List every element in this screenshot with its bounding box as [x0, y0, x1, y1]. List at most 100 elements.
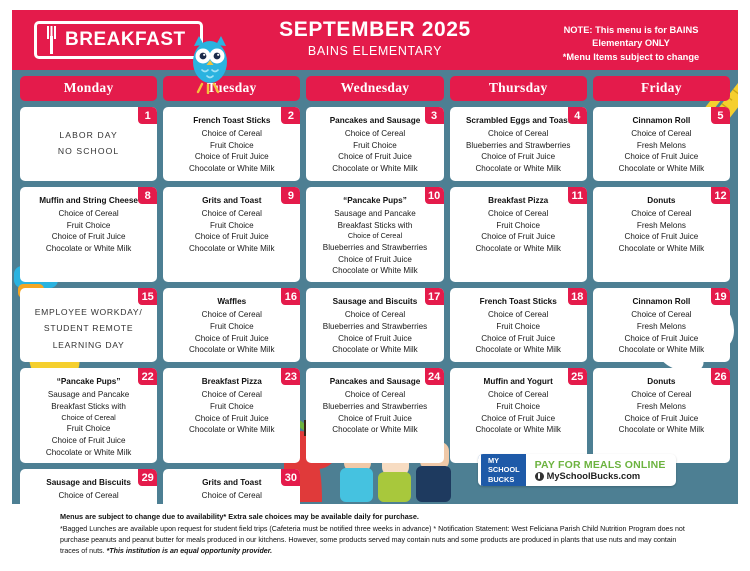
calendar-day-cell[interactable]: 10 “Pancake Pups” Sausage and Pancake Break… — [306, 187, 444, 283]
menu-side-item: Fresh Melons — [636, 140, 686, 150]
day-number: 12 — [710, 187, 730, 204]
day-number: 8 — [138, 187, 158, 204]
fork-icon — [45, 26, 58, 54]
calendar-day-cell[interactable]: 29 Sausage and Biscuits Choice of CerealFr… — [20, 469, 158, 504]
menu-side-item: Choice of Cereal — [631, 128, 692, 138]
day-number: 3 — [424, 107, 444, 124]
menu-entree: Waffles — [217, 297, 247, 307]
day-number: 4 — [567, 107, 587, 124]
day-number: 19 — [710, 288, 730, 306]
menu-entree: Sausage and Biscuits — [46, 478, 131, 488]
note-line-2: Elementary ONLY — [592, 38, 670, 49]
menu-entree: Donuts — [647, 196, 676, 205]
menu-side-item: Choice of Cereal — [344, 128, 406, 138]
menu-side-item: Chocolate or White Milk — [475, 345, 561, 355]
menu-entree: Muffin and String Cheese — [39, 196, 138, 205]
menu-side-item: Choice of Fruit Juice — [481, 152, 556, 162]
header-note: NOTE: This menu is for BAINS Elementary … — [538, 24, 724, 64]
menu-side-item: Chocolate or White Milk — [189, 425, 275, 435]
promo-url-row[interactable]: MySchoolBucks.com — [534, 471, 666, 481]
calendar-day-cell[interactable]: 25 Muffin and Yogurt Choice of Cereal Fruit… — [449, 368, 587, 464]
menu-side-item: Fruit Choice — [209, 401, 254, 411]
breakfast-logo: BREAKFAST — [34, 21, 203, 59]
myschoolbucks-banner[interactable]: MY SCHOOL BUCKS PAY FOR MEALS ONLINE MyS… — [478, 454, 676, 486]
msb-mark-icon — [534, 471, 544, 481]
calendar-day-cell[interactable]: 16 Waffles Choice of Cereal Fruit Choice Cho… — [163, 288, 301, 363]
calendar-day-cell[interactable]: 17 Sausage and Biscuits Choice of Cereal Bl… — [306, 288, 444, 363]
calendar-day-cell[interactable]: 9 Grits and Toast Choice of Cereal Fruit Ch… — [163, 187, 301, 283]
menu-side-item: Choice of Cereal — [58, 208, 119, 218]
menu-side-item: Choice of Cereal — [631, 310, 692, 320]
calendar-day-cell[interactable]: 15 EMPLOYEE WORKDAY/STUDENT REMOTE LEARNIN… — [20, 288, 158, 363]
myschoolbucks-logo: MY SCHOOL BUCKS — [478, 454, 526, 486]
menu-side-item: Fruit Choice — [25, 502, 152, 504]
calendar-day-cell[interactable]: 19 Cinnamon Roll Choice of Cereal Fresh Mel… — [592, 288, 730, 363]
day-number: 29 — [138, 469, 158, 487]
menu-side-item: Choice of Fruit Juice — [338, 152, 412, 162]
day-number: 17 — [424, 288, 444, 306]
menu-entree: Cinnamon Roll — [632, 116, 691, 125]
day-header-monday: Monday — [20, 76, 158, 101]
menu-side-item: Fruit Choice — [209, 140, 254, 150]
menu-entree: Donuts — [647, 377, 676, 387]
calendar-day-cell[interactable]: 23 Breakfast Pizza Choice of Cereal Fruit C… — [163, 368, 301, 464]
day-number: 5 — [710, 107, 730, 124]
calendar-day-cell[interactable]: 24 Pancakes and Sausage Choice of Cereal Bl… — [306, 368, 444, 464]
calendar-day-cell[interactable]: 2 French Toast Sticks Choice of Cereal Frui… — [163, 107, 301, 181]
note-line-3: *Menu Items subject to change — [562, 51, 700, 62]
calendar-day-cell[interactable]: 11 Breakfast Pizza Choice of Cereal Fruit C… — [449, 187, 587, 283]
menu-side-item: Chocolate or White Milk — [45, 447, 132, 457]
menu-side-item: Choice of Cereal — [344, 310, 406, 320]
menu-side-item: Choice of Fruit Juice — [338, 413, 412, 423]
menu-side-item: Chocolate or White Milk — [618, 345, 705, 355]
menu-side-item: Blueberries and Strawberries — [466, 140, 571, 150]
calendar-day-cell[interactable]: 4 Scrambled Eggs and Toast Choice of Cerea… — [449, 107, 587, 181]
menu-side-item: Choice of Cereal — [201, 128, 262, 138]
menu-side-item: Choice of Fruit Juice — [338, 333, 412, 343]
menu-side-item: Choice of Cereal — [201, 491, 262, 501]
menu-side-item: Choice of Fruit Juice — [481, 413, 556, 423]
no-school-line: LEARNING DAY — [52, 339, 125, 350]
day-number: 23 — [281, 368, 301, 386]
menu-side-item: Fresh Melons — [636, 220, 686, 230]
menu-side-item: Fruit Choice — [168, 502, 295, 504]
menu-entree: “Pancake Pups” — [56, 377, 121, 387]
menu-side-item: Chocolate or White Milk — [189, 164, 275, 174]
calendar-day-cell[interactable]: 26 Donuts Choice of Cereal Fresh Melons Choi… — [592, 368, 730, 464]
day-number: 15 — [138, 288, 158, 306]
promo-url: MySchoolBucks.com — [546, 471, 641, 481]
menu-side-item: Choice of Fruit Juice — [194, 152, 269, 162]
menu-side-item: Choice of Cereal — [631, 208, 692, 218]
day-number: 30 — [281, 469, 301, 487]
msb-logo-line-3: BUCKS — [488, 474, 515, 484]
day-number: 26 — [710, 368, 730, 386]
calendar-day-cell[interactable]: 1 LABOR DAY NO SCHOOL — [20, 107, 158, 181]
menu-side-item: Fruit Choice — [496, 321, 541, 331]
calendar-day-cell[interactable]: 5 Cinnamon Roll Choice of Cereal Fresh Melo… — [592, 107, 730, 181]
day-header-tuesday: Tuesday — [163, 76, 301, 101]
day-number: 22 — [138, 368, 158, 386]
day-number: 18 — [567, 288, 587, 306]
day-number: 2 — [281, 107, 301, 124]
menu-side-item: Chocolate or White Milk — [475, 164, 561, 174]
day-header-thursday: Thursday — [449, 76, 587, 101]
menu-side-item: Choice of Cereal — [201, 310, 262, 320]
day-number: 11 — [567, 187, 587, 204]
menu-side-item: Blueberries and Strawberries — [322, 401, 428, 411]
menu-side-item: Chocolate or White Milk — [332, 164, 418, 174]
menu-side-item: Chocolate or White Milk — [475, 425, 561, 435]
calendar-day-cell[interactable]: 22 “Pancake Pups” Sausage and Pancake Break… — [20, 368, 158, 464]
calendar-day-cell[interactable]: 8 Muffin and String Cheese Choice of Cerea… — [20, 187, 158, 283]
menu-entree: Muffin and Yogurt — [483, 377, 553, 387]
menu-side-item: Chocolate or White Milk — [189, 345, 275, 355]
calendar-day-cell[interactable]: 12 Donuts Choice of Cereal Fresh Melons Choi… — [592, 187, 730, 283]
calendar-day-cell[interactable]: 18 French Toast Sticks Choice of Cereal Fru… — [449, 288, 587, 363]
menu-side-item: Choice of Fruit Juice — [51, 435, 126, 445]
menu-side-item: Fruit Choice — [209, 321, 254, 331]
menu-side-item: Fruit Choice — [209, 220, 254, 230]
menu-subline-small: Choice of Cereal — [61, 412, 116, 422]
menu-side-item: Choice of Cereal — [201, 208, 262, 218]
calendar-day-cell[interactable]: 3 Pancakes and Sausage Choice of Cereal Fru… — [306, 107, 444, 181]
